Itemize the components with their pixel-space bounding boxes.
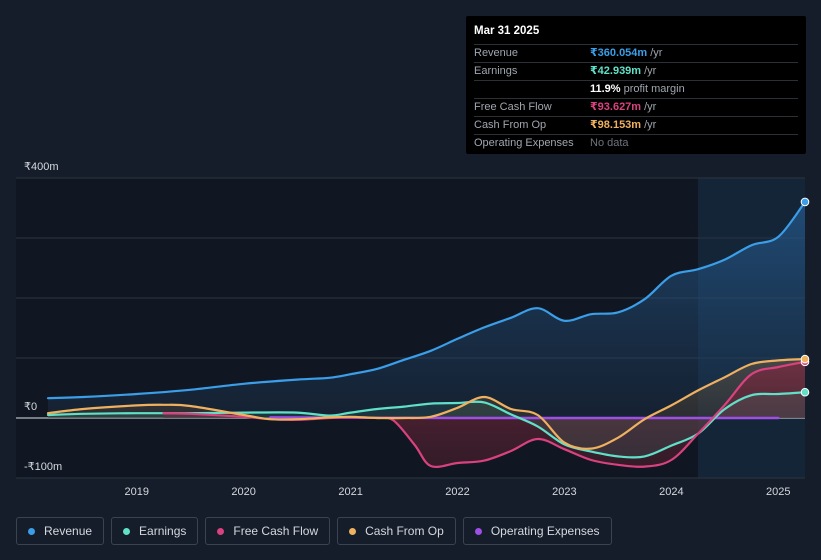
tooltip-row: Revenue ₹360.054m/yr xyxy=(474,44,798,62)
line-cash-from-op xyxy=(46,358,807,450)
tooltip-label: Earnings xyxy=(474,65,518,77)
marker-cash-from-op xyxy=(800,354,810,364)
legend-item-operating-expenses[interactable]: Operating Expenses xyxy=(462,517,612,545)
tooltip-value: ₹98.153m xyxy=(590,119,642,131)
tooltip-unit: /yr xyxy=(650,47,663,59)
tooltip-label: Operating Expenses xyxy=(474,137,574,149)
legend-dot-icon xyxy=(217,527,225,535)
legend-dot-icon xyxy=(349,527,357,535)
tooltip-date: Mar 31 2025 xyxy=(474,25,540,37)
legend: Revenue Earnings Free Cash Flow Cash From O… xyxy=(16,517,612,545)
legend-dot-icon xyxy=(28,527,35,535)
tooltip-row: Free Cash Flow ₹93.627m/yr xyxy=(474,98,798,116)
legend-label: Cash From Op xyxy=(365,524,444,538)
tooltip-label: Free Cash Flow xyxy=(474,101,552,113)
y-tick-label: -₹100m xyxy=(24,461,62,473)
marker-earnings xyxy=(800,387,810,397)
tooltip-value: ₹360.054m xyxy=(590,47,648,59)
legend-item-cash-from-op[interactable]: Cash From Op xyxy=(337,517,456,545)
tooltip-value: ₹93.627m xyxy=(590,101,642,113)
y-tick-label: ₹0 xyxy=(24,401,37,413)
area-free-cash-flow xyxy=(163,361,805,467)
legend-item-free-cash-flow[interactable]: Free Cash Flow xyxy=(205,517,331,545)
area-revenue xyxy=(48,202,805,418)
tooltip-row: Operating Expenses No data xyxy=(474,134,798,152)
legend-item-earnings[interactable]: Earnings xyxy=(111,517,199,545)
tooltip-panel: Mar 31 2025 Revenue ₹360.054m/yr Earnings ₹… xyxy=(466,16,806,154)
x-tick-label: 2021 xyxy=(338,486,362,498)
legend-label: Revenue xyxy=(44,524,93,538)
tooltip-value: 11.9% xyxy=(590,83,621,95)
x-tick-label: 2023 xyxy=(552,486,576,498)
tooltip-row: Earnings ₹42.939m/yr xyxy=(474,62,798,80)
legend-dot-icon xyxy=(474,527,482,535)
x-tick-label: 2020 xyxy=(231,486,255,498)
legend-label: Operating Expenses xyxy=(490,524,600,538)
tooltip-label: Revenue xyxy=(474,47,519,59)
tooltip-unit: profit margin xyxy=(623,83,685,95)
tooltip-unit: /yr xyxy=(644,65,657,77)
legend-dot-icon xyxy=(123,527,131,535)
tooltip-label: Cash From Op xyxy=(474,119,547,131)
legend-item-revenue[interactable]: Revenue xyxy=(16,517,105,545)
tooltip-value: No data xyxy=(590,137,629,149)
x-tick-label: 2024 xyxy=(659,486,683,498)
line-revenue xyxy=(46,200,807,400)
tooltip-unit: /yr xyxy=(644,101,657,113)
tooltip-unit: /yr xyxy=(644,119,657,131)
tooltip-row: 11.9% profit margin xyxy=(474,80,798,98)
tooltip-row: Cash From Op ₹98.153m/yr xyxy=(474,116,798,134)
x-tick-label: 2019 xyxy=(125,486,149,498)
x-tick-label: 2025 xyxy=(766,486,790,498)
legend-label: Free Cash Flow xyxy=(233,524,319,538)
y-tick-label: ₹400m xyxy=(24,161,59,173)
tooltip-value: ₹42.939m xyxy=(590,65,642,77)
marker-revenue xyxy=(800,197,810,207)
x-tick-label: 2022 xyxy=(445,486,469,498)
legend-label: Earnings xyxy=(139,524,187,538)
area-earnings xyxy=(48,392,805,458)
tooltip-label xyxy=(474,81,590,98)
